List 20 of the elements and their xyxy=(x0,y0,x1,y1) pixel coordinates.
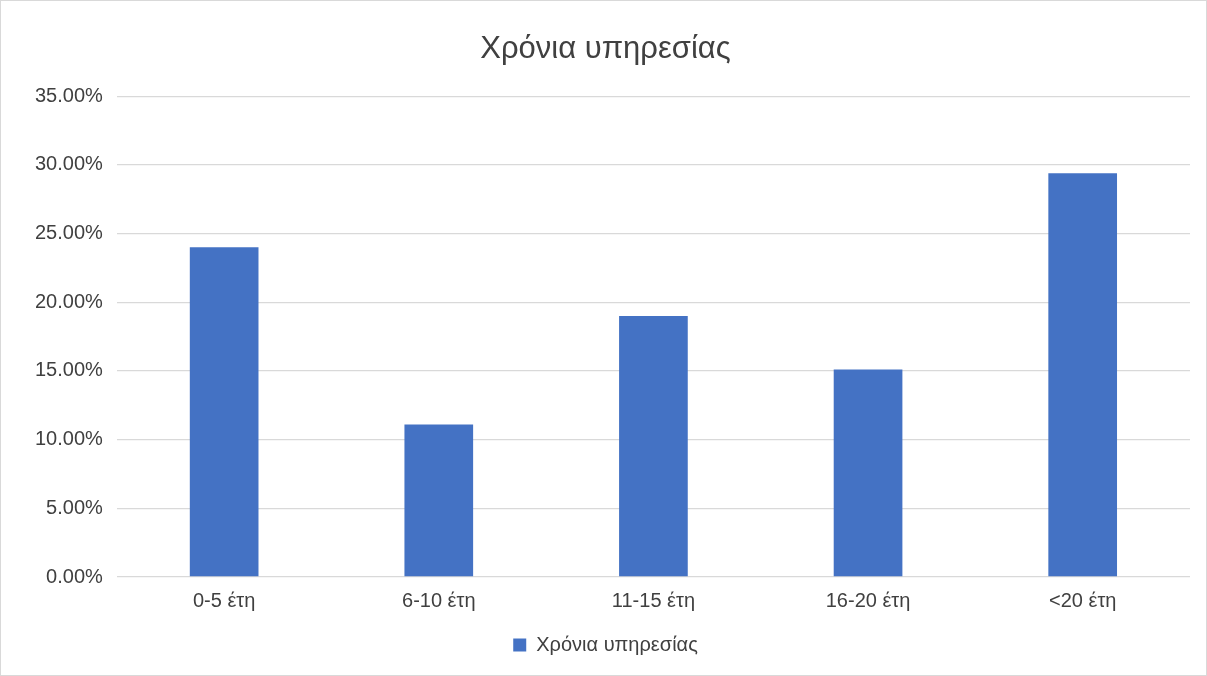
bar xyxy=(619,315,688,577)
y-tick-label: 35.00% xyxy=(34,83,104,106)
y-tick-label: 20.00% xyxy=(34,289,104,312)
x-tick-label: <20 έτη xyxy=(1048,588,1117,611)
y-tick-label: 10.00% xyxy=(34,427,104,450)
legend-label: Χρόνια υπηρεσίας xyxy=(536,632,699,655)
chart-title: Χρόνια υπηρεσίας xyxy=(480,30,731,66)
y-tick-label: 5.00% xyxy=(46,495,104,518)
bar xyxy=(189,247,259,577)
bar xyxy=(404,424,474,577)
x-tick-label: 0-5 έτη xyxy=(192,588,256,611)
x-tick-label: 6-10 έτη xyxy=(402,588,476,611)
y-tick-label: 15.00% xyxy=(34,358,104,381)
bar xyxy=(833,369,903,577)
y-tick-label: 25.00% xyxy=(34,221,104,244)
x-tick-label: 11-15 έτη xyxy=(611,588,695,611)
bar xyxy=(1048,173,1118,577)
y-tick-label: 30.00% xyxy=(34,152,104,175)
x-tick-label: 16-20 έτη xyxy=(825,588,911,611)
y-tick-label: 0.00% xyxy=(46,564,104,587)
